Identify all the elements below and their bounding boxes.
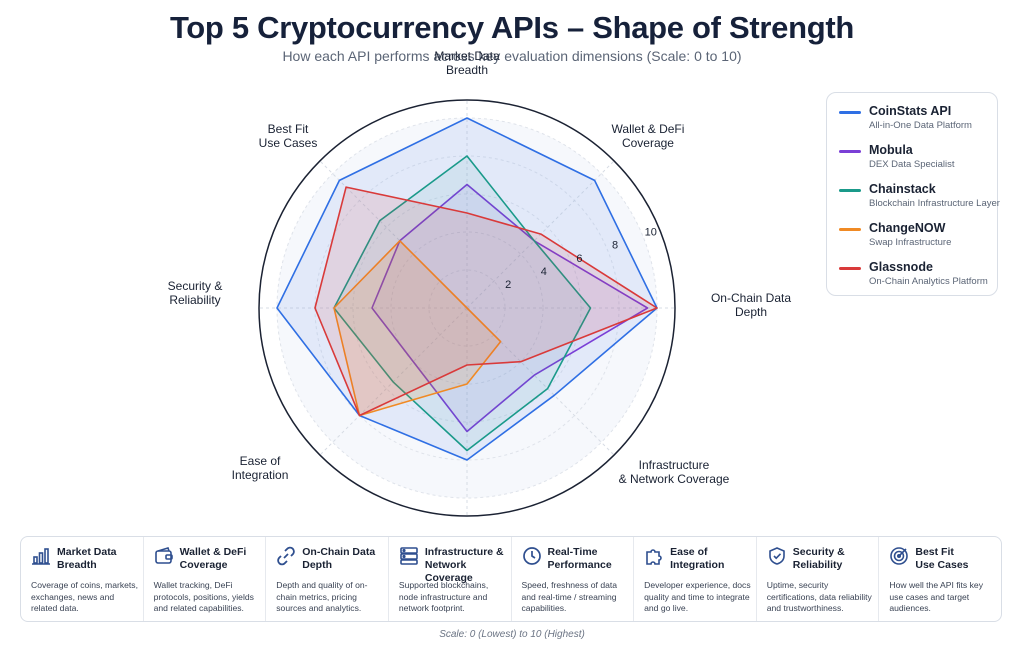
dimension-title: Wallet & DeFi Coverage: [179, 546, 247, 571]
series-polygon-glassnode: [314, 186, 658, 417]
link-icon: [276, 546, 296, 566]
grid-ring: [390, 231, 544, 385]
legend-series-name: CoinStats API: [869, 104, 952, 118]
tick-label: 4: [541, 266, 547, 278]
dimension-card: Ease of Integration Developer experience, …: [634, 537, 757, 621]
server-icon: [399, 546, 419, 566]
legend-series-desc: On-Chain Analytics Platform: [869, 276, 988, 287]
dimension-card: On-Chain Data Depth Depth and quality of o…: [266, 537, 389, 621]
legend-series-name: Chainstack: [869, 182, 936, 196]
legend-series-name: Mobula: [869, 143, 913, 157]
series-polygon-mobula: [371, 183, 649, 433]
legend-swatch: [839, 267, 861, 270]
tick-label: 10: [645, 226, 657, 238]
dimension-description: Wallet tracking, DeFi protocols, positio…: [153, 580, 254, 613]
shield-check-icon: [767, 546, 787, 566]
dimension-card: Security & Reliability Uptime, security ce…: [757, 537, 880, 621]
chart-subtitle: How each API performs across key evaluat…: [282, 48, 742, 64]
dimension-card: Real-Time Performance Speed, freshness of …: [512, 537, 635, 621]
dimension-title: Security & Reliability: [792, 546, 845, 571]
legend-item: CoinStats API All-in-One Data Platform: [839, 103, 997, 142]
dimension-title: Infrastructure & Network Coverage: [424, 546, 504, 584]
dimension-description: Developer experience, docs quality and t…: [644, 580, 751, 613]
axis-label: On-Chain Data Depth: [711, 291, 791, 319]
tick-label: 2: [505, 279, 511, 291]
dimension-description: Speed, freshness of data and real-time /…: [521, 580, 618, 613]
axis-label: Security & Reliability: [168, 279, 223, 307]
clock-icon: [522, 546, 542, 566]
wallet-icon: [154, 546, 174, 566]
legend-swatch: [839, 228, 861, 231]
dimension-description: Depth and quality of on-chain metrics, p…: [276, 580, 368, 613]
dimension-card: Market Data Breadth Coverage of coins, mar…: [21, 537, 144, 621]
dimension-card: Infrastructure & Network Coverage Supporte…: [389, 537, 512, 621]
axis-label: Best Fit Use Cases: [259, 122, 318, 150]
chart-title: Top 5 Cryptocurrency APIs – Shape of Str…: [169, 10, 855, 45]
dimension-description: How well the API fits key use cases and …: [889, 580, 983, 613]
dimension-description: Coverage of coins, markets, exchanges, n…: [31, 580, 138, 613]
target-icon: [889, 546, 909, 566]
axis-label: Ease of Integration: [232, 454, 289, 482]
axis-label: Infrastructure & Network Coverage: [619, 458, 730, 486]
radar-outer-ring: [258, 99, 676, 517]
tick-label: 8: [612, 240, 618, 252]
dimension-description: Supported blockchains, node infrastructu…: [398, 580, 489, 613]
legend-item: Glassnode On-Chain Analytics Platform: [839, 259, 997, 298]
dimension-card: Wallet & DeFi Coverage Wallet tracking, De…: [144, 537, 267, 621]
legend-series-desc: Blockchain Infrastructure Layer: [869, 198, 1000, 209]
radar-chart: 2 4 6 8 10 Market Data Breadth Wallet & DeFi Cov…: [168, 49, 791, 517]
legend-series-name: ChangeNOW: [869, 221, 946, 235]
grid-spoke: [466, 307, 615, 456]
dimension-title: Market Data Breadth: [57, 546, 117, 571]
series-polygon-coinstats-api: [276, 117, 658, 461]
grid-spoke: [319, 160, 468, 309]
legend-item: Mobula DEX Data Specialist: [839, 142, 997, 181]
legend-series-name: Glassnode: [869, 260, 933, 274]
bar-chart-icon: [31, 546, 51, 566]
dimension-card: Best Fit Use Cases How well the API fits k…: [879, 537, 1001, 621]
dimension-title: On-Chain Data Depth: [302, 546, 376, 571]
axis-label: Wallet & DeFi Coverage: [612, 122, 685, 150]
legend-swatch: [839, 189, 861, 192]
dimension-description: Uptime, security certifications, data re…: [766, 580, 872, 613]
legend-swatch: [839, 111, 861, 114]
scale-footnote: Scale: 0 (Lowest) to 10 (Highest): [439, 629, 585, 640]
legend-series-desc: Swap Infrastructure: [869, 237, 952, 248]
legend-item: Chainstack Blockchain Infrastructure Laye…: [839, 181, 1000, 220]
puzzle-icon: [644, 546, 664, 566]
dimension-title: Real-Time Performance: [547, 546, 612, 571]
legend-series-desc: DEX Data Specialist: [869, 159, 955, 170]
legend: CoinStats API All-in-One Data Platform Mob…: [826, 92, 1000, 298]
dimension-title: Ease of Integration: [670, 546, 725, 571]
legend-series-desc: All-in-One Data Platform: [869, 120, 972, 131]
legend-swatch: [839, 150, 861, 153]
axis-label: Market Data Breadth: [434, 49, 500, 77]
dimension-title: Best Fit Use Cases: [915, 546, 969, 571]
dimension-descriptions: Market Data Breadth Coverage of coins, mar…: [20, 536, 1002, 622]
legend-item: ChangeNOW Swap Infrastructure: [839, 220, 997, 259]
tick-label: 6: [576, 253, 582, 265]
